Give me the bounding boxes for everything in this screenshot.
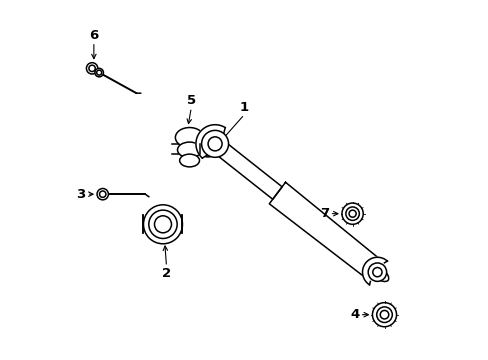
Text: 6: 6 — [89, 29, 98, 42]
Polygon shape — [143, 215, 182, 233]
Ellipse shape — [175, 127, 203, 147]
Circle shape — [201, 130, 228, 157]
Ellipse shape — [210, 139, 225, 153]
Circle shape — [203, 145, 212, 153]
Circle shape — [97, 189, 108, 200]
Circle shape — [100, 191, 106, 197]
Circle shape — [97, 70, 102, 75]
Circle shape — [372, 303, 396, 327]
Circle shape — [89, 65, 95, 72]
Polygon shape — [269, 182, 384, 282]
Text: 7: 7 — [320, 207, 329, 220]
Circle shape — [380, 310, 388, 319]
Circle shape — [95, 68, 103, 77]
Polygon shape — [196, 125, 225, 158]
Circle shape — [154, 216, 171, 233]
Circle shape — [345, 207, 359, 220]
Text: 3: 3 — [76, 188, 85, 201]
Text: 5: 5 — [186, 94, 196, 107]
Polygon shape — [211, 138, 282, 199]
Circle shape — [372, 267, 381, 277]
Circle shape — [148, 210, 177, 238]
Circle shape — [367, 263, 386, 282]
Ellipse shape — [177, 142, 201, 158]
Ellipse shape — [179, 154, 199, 167]
Circle shape — [376, 307, 391, 323]
Text: 4: 4 — [350, 308, 359, 321]
Circle shape — [200, 141, 215, 157]
Text: 2: 2 — [162, 267, 171, 280]
Circle shape — [348, 210, 355, 217]
Text: 1: 1 — [240, 102, 248, 114]
Circle shape — [208, 137, 222, 151]
Circle shape — [341, 203, 363, 224]
Ellipse shape — [366, 263, 388, 282]
Polygon shape — [362, 257, 386, 285]
Circle shape — [86, 63, 98, 74]
Circle shape — [143, 205, 182, 244]
